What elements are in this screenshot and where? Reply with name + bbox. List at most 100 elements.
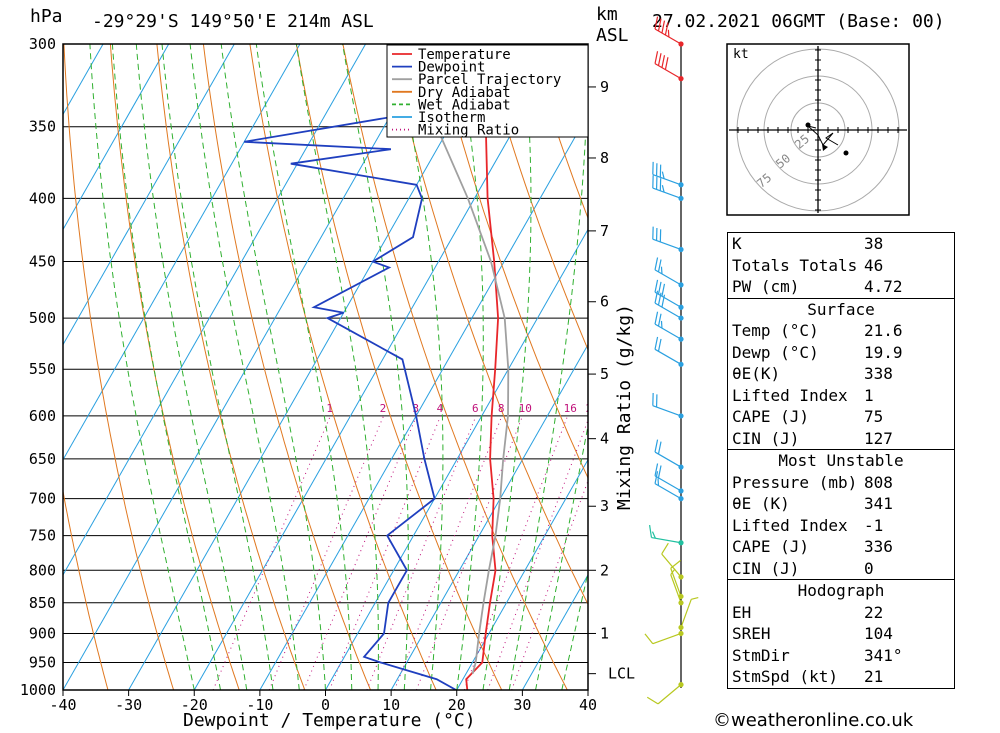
series-parcel-trajectory bbox=[391, 44, 510, 674]
wind-barb bbox=[654, 16, 684, 47]
index-row: CIN (J) 127 bbox=[728, 428, 954, 450]
wet-adiabat-line bbox=[482, 44, 532, 690]
pressure-tick-label: 350 bbox=[29, 118, 56, 136]
mixing-ratio-line bbox=[366, 415, 477, 690]
mixing-ratio-line bbox=[511, 479, 588, 690]
pressure-tick-label: 850 bbox=[29, 594, 56, 612]
index-value: 46 bbox=[864, 255, 884, 275]
wind-barb bbox=[644, 630, 684, 645]
wind-barb bbox=[652, 175, 684, 201]
index-value: 22 bbox=[864, 602, 884, 622]
wind-barb-flag bbox=[654, 471, 659, 484]
wind-barb-staff bbox=[670, 574, 682, 604]
wind-barb-staff bbox=[654, 302, 682, 319]
mixing-ratio-axis-label: Mixing Ratio (g/kg) bbox=[614, 304, 635, 510]
wind-barb bbox=[654, 290, 684, 321]
wind-barb-flag bbox=[657, 441, 662, 455]
wind-barb bbox=[654, 336, 684, 367]
wind-barb bbox=[654, 463, 684, 494]
surface-box: Surface Temp (°C) 21.6 Dewp (°C) 19.9 θE(K) 3… bbox=[727, 297, 955, 450]
wind-barb-flag bbox=[657, 18, 662, 32]
pressure-tick-label: 1000 bbox=[20, 681, 56, 699]
index-value: 104 bbox=[864, 624, 893, 643]
stability-indices-box: K 38 Totals Totals 46 PW (cm) 4.72 bbox=[727, 232, 955, 299]
wind-barb-flag bbox=[661, 185, 665, 193]
wind-barb bbox=[649, 524, 684, 546]
wind-barb-flag bbox=[646, 696, 659, 705]
isotherm-line bbox=[63, 44, 367, 576]
dry-adiabat-line bbox=[342, 44, 568, 690]
temperature-tick-label: -10 bbox=[246, 696, 273, 714]
wind-barb-flag bbox=[654, 290, 659, 304]
legend-entry: Parcel Trajectory bbox=[418, 72, 561, 88]
index-value: 0 bbox=[864, 558, 874, 578]
wind-barb-flag bbox=[654, 311, 659, 325]
date-title: 27.02.2021 06GMT (Base: 00) bbox=[652, 11, 945, 32]
index-value: -1 bbox=[864, 515, 884, 535]
wind-barb-flag bbox=[661, 283, 666, 297]
pressure-tick-label: 950 bbox=[29, 653, 56, 671]
wind-barb-staff bbox=[652, 173, 682, 186]
isotherm-line bbox=[128, 44, 498, 690]
index-row: EH 22 bbox=[728, 602, 954, 624]
hodograph-arrow bbox=[822, 144, 828, 151]
wind-barb bbox=[652, 392, 684, 419]
wind-barb-flag bbox=[661, 55, 666, 68]
mixing-ratio-label: 20 bbox=[586, 402, 599, 415]
pressure-tick-label: 800 bbox=[29, 561, 56, 579]
km-tick-label: 3 bbox=[600, 497, 609, 515]
mixing-ratio-line bbox=[212, 415, 331, 690]
index-row: K 38 bbox=[728, 233, 954, 255]
index-row: SREH 104 bbox=[728, 623, 954, 645]
wind-barb-flag bbox=[654, 279, 659, 293]
index-label: EH bbox=[732, 602, 752, 622]
index-label: K bbox=[732, 234, 742, 253]
wind-barb-flag bbox=[654, 257, 659, 271]
index-label: CAPE (J) bbox=[732, 537, 810, 556]
dry-adiabat-line bbox=[249, 44, 437, 690]
wet-adiabat-line bbox=[587, 687, 588, 690]
wind-barb-flag bbox=[644, 633, 654, 645]
mixing-ratio-label: 1 bbox=[326, 402, 333, 415]
index-value: 341 bbox=[864, 494, 893, 513]
wet-adiabat-line bbox=[161, 44, 274, 690]
wet-adiabat-line bbox=[189, 44, 300, 690]
wind-barb-staff bbox=[652, 238, 682, 251]
dry-adiabat-line bbox=[63, 488, 109, 690]
series-temperature bbox=[465, 44, 500, 690]
index-label: SREH bbox=[732, 624, 771, 643]
temperature-tick-label: 10 bbox=[382, 696, 400, 714]
hodograph-storm-motion bbox=[843, 150, 849, 156]
wind-barb-flag bbox=[651, 531, 656, 539]
index-label: StmDir bbox=[732, 645, 790, 665]
dry-adiabat-line bbox=[63, 44, 175, 690]
series-dewpoint bbox=[244, 44, 496, 690]
temperature-tick-label: -40 bbox=[49, 696, 76, 714]
wind-barb bbox=[654, 471, 684, 502]
index-value: 21 bbox=[864, 667, 884, 686]
most-unstable-box: Most Unstable Pressure (mb) 808 θE (K) 341 L… bbox=[727, 449, 955, 580]
pressure-tick-label: 650 bbox=[29, 450, 56, 468]
wind-barb-flag bbox=[657, 292, 662, 306]
km-tick-label: 7 bbox=[600, 222, 609, 240]
index-label: PW (cm) bbox=[732, 277, 800, 296]
wind-barb-staff bbox=[654, 475, 682, 492]
km-tick-label: 5 bbox=[600, 365, 609, 383]
index-value: 38 bbox=[864, 234, 884, 253]
wind-barb-flag bbox=[670, 568, 676, 575]
isotherm-line bbox=[193, 44, 563, 690]
wind-barb-flag bbox=[654, 463, 659, 477]
axes: 3003504004505005506006507007508008509009… bbox=[20, 35, 635, 714]
wind-barb bbox=[654, 279, 684, 310]
km-tick-label: 2 bbox=[600, 561, 609, 579]
mixing-ratio-label: 6 bbox=[472, 402, 479, 415]
index-row: Temp (°C) 21.6 bbox=[728, 320, 954, 342]
pressure-tick-label: 750 bbox=[29, 527, 56, 545]
km-tick-label: 1 bbox=[600, 624, 609, 642]
wind-barb-staff bbox=[654, 483, 682, 500]
index-value: 21.6 bbox=[864, 321, 903, 340]
wind-barb-staff bbox=[652, 405, 682, 417]
wet-adiabat-line bbox=[508, 44, 588, 690]
